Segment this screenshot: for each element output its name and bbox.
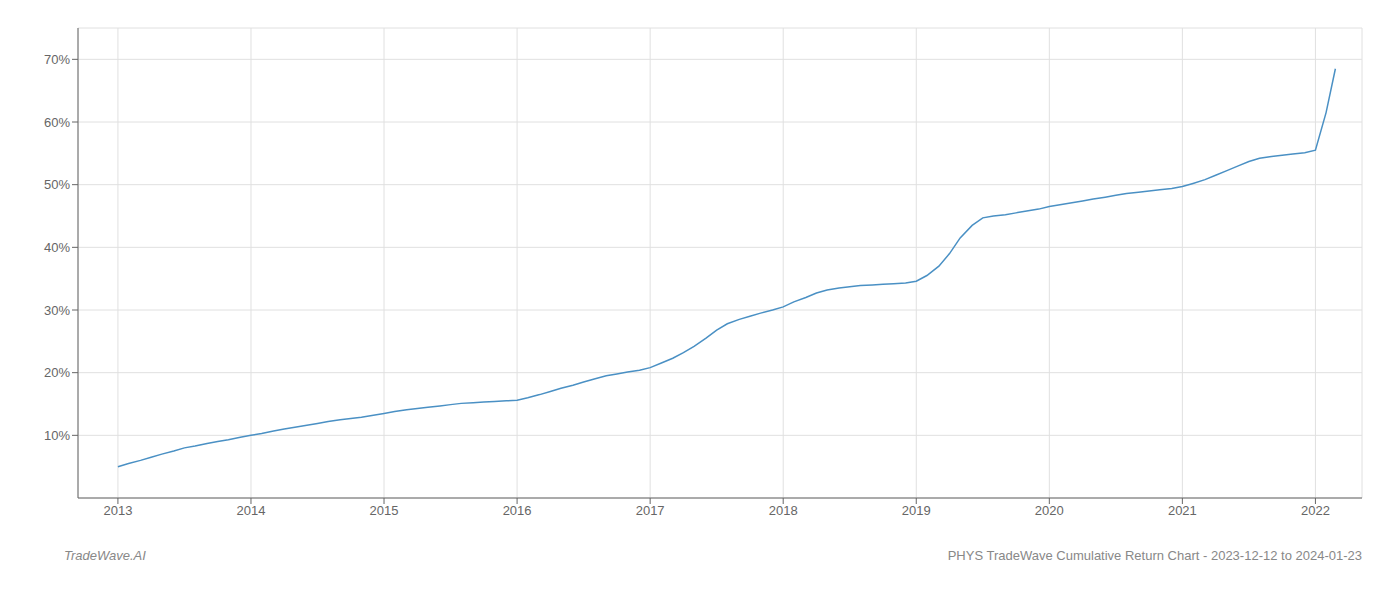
svg-text:50%: 50% bbox=[44, 177, 70, 192]
svg-text:2020: 2020 bbox=[1035, 503, 1064, 518]
html-text:TradeWave.AI: TradeWave.AI bbox=[64, 548, 146, 563]
svg-text:2021: 2021 bbox=[1168, 503, 1197, 518]
svg-text:2015: 2015 bbox=[370, 503, 399, 518]
svg-text:40%: 40% bbox=[44, 240, 70, 255]
svg-text:2017: 2017 bbox=[636, 503, 665, 518]
svg-text:2018: 2018 bbox=[769, 503, 798, 518]
svg-text:2014: 2014 bbox=[237, 503, 266, 518]
svg-text:2013: 2013 bbox=[103, 503, 132, 518]
svg-text:2016: 2016 bbox=[503, 503, 532, 518]
svg-text:2019: 2019 bbox=[902, 503, 931, 518]
svg-text:70%: 70% bbox=[44, 52, 70, 67]
svg-text:30%: 30% bbox=[44, 303, 70, 318]
svg-text:20%: 20% bbox=[44, 365, 70, 380]
svg-text:60%: 60% bbox=[44, 115, 70, 130]
html-text:PHYS TradeWave Cumulative Retu: PHYS TradeWave Cumulative Return Chart -… bbox=[947, 548, 1362, 563]
svg-text:10%: 10% bbox=[44, 428, 70, 443]
svg-text:2022: 2022 bbox=[1301, 503, 1330, 518]
